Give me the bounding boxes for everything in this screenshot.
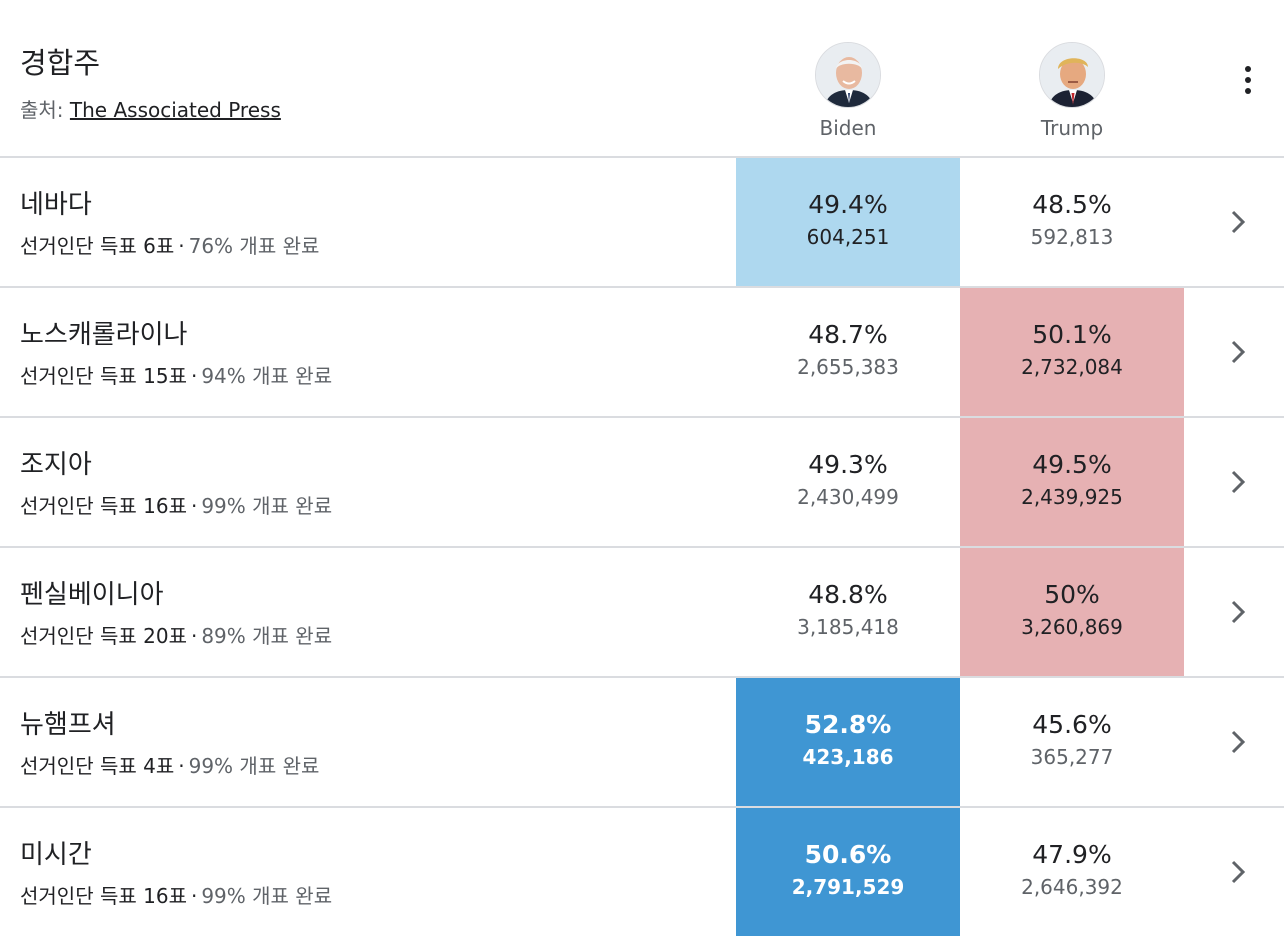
separator: · xyxy=(178,234,185,258)
candidate-trump: Trump xyxy=(960,42,1184,140)
state-name: 미시간 xyxy=(20,840,92,870)
biden-result-cell: 49.3% 2,430,499 xyxy=(736,418,960,546)
state-name: 펜실베이니아 xyxy=(20,580,164,610)
results-table: 네바다 선거인단 득표 6표 · 76% 개표 완료 49.4% 604,251 4… xyxy=(0,158,1284,938)
separator: · xyxy=(190,494,198,518)
reporting-status: 94% 개표 완료 xyxy=(201,364,333,388)
biden-result-cell: 49.4% 604,251 xyxy=(736,158,960,286)
candidate-name: Trump xyxy=(1040,116,1104,140)
state-meta: 선거인단 득표 6표 · 76% 개표 완료 xyxy=(20,230,319,259)
biden-percent: 48.7% xyxy=(808,320,888,349)
state-row-new-hampshire[interactable]: 뉴햄프셔 선거인단 득표 4표 · 99% 개표 완료 52.8% 423,186 … xyxy=(0,678,1284,808)
candidate-name: Biden xyxy=(819,116,877,140)
trump-result-cell: 50% 3,260,869 xyxy=(960,548,1184,676)
reporting-status: 99% 개표 완료 xyxy=(201,884,333,908)
state-meta: 선거인단 득표 4표 · 99% 개표 완료 xyxy=(20,750,319,779)
state-meta: 선거인단 득표 16표 · 99% 개표 완료 xyxy=(20,490,332,519)
reporting-status: 99% 개표 완료 xyxy=(188,754,320,778)
state-name: 조지아 xyxy=(20,450,92,480)
biden-votes: 3,185,418 xyxy=(797,615,899,639)
biden-percent: 50.6% xyxy=(804,840,892,869)
biden-percent: 49.3% xyxy=(808,450,888,479)
chevron-right-icon[interactable] xyxy=(1226,858,1250,886)
trump-percent: 50.1% xyxy=(1032,320,1112,349)
trump-result-cell: 49.5% 2,439,925 xyxy=(960,418,1184,546)
biden-result-cell: 50.6% 2,791,529 xyxy=(736,808,960,936)
separator: · xyxy=(190,364,198,388)
trump-votes: 365,277 xyxy=(1030,745,1114,769)
state-name: 노스캐롤라이나 xyxy=(20,320,188,350)
state-row-pennsylvania[interactable]: 펜실베이니아 선거인단 득표 20표 · 89% 개표 완료 48.8% 3,185… xyxy=(0,548,1284,678)
biden-percent: 52.8% xyxy=(804,710,892,739)
electoral-votes: 선거인단 득표 4표 xyxy=(20,754,175,778)
state-meta: 선거인단 득표 15표 · 94% 개표 완료 xyxy=(20,360,332,389)
trump-percent: 49.5% xyxy=(1032,450,1112,479)
state-row-nevada[interactable]: 네바다 선거인단 득표 6표 · 76% 개표 완료 49.4% 604,251 4… xyxy=(0,158,1284,288)
trump-percent: 48.5% xyxy=(1032,190,1112,219)
trump-result-cell: 47.9% 2,646,392 xyxy=(960,808,1184,936)
biden-result-cell: 48.7% 2,655,383 xyxy=(736,288,960,416)
state-row-georgia[interactable]: 조지아 선거인단 득표 16표 · 99% 개표 완료 49.3% 2,430,49… xyxy=(0,418,1284,548)
biden-percent: 48.8% xyxy=(808,580,888,609)
state-row-north-carolina[interactable]: 노스캐롤라이나 선거인단 득표 15표 · 94% 개표 완료 48.7% 2,65… xyxy=(0,288,1284,418)
trump-votes: 592,813 xyxy=(1030,225,1114,249)
biden-votes: 604,251 xyxy=(806,225,890,249)
page-title: 경합주 xyxy=(20,46,101,80)
chevron-right-icon[interactable] xyxy=(1226,468,1250,496)
source-line: 출처: The Associated Press xyxy=(20,94,281,123)
results-header: 경합주 출처: The Associated Press Biden xyxy=(0,0,1284,158)
electoral-votes: 선거인단 득표 16표 xyxy=(20,884,187,908)
state-row-michigan[interactable]: 미시간 선거인단 득표 16표 · 99% 개표 완료 50.6% 2,791,52… xyxy=(0,808,1284,938)
reporting-status: 76% 개표 완료 xyxy=(188,234,320,258)
candidate-biden: Biden xyxy=(736,42,960,140)
biden-votes: 423,186 xyxy=(802,745,894,769)
trump-result-cell: 48.5% 592,813 xyxy=(960,158,1184,286)
trump-votes: 2,732,084 xyxy=(1021,355,1123,379)
trump-votes: 2,646,392 xyxy=(1021,875,1123,899)
separator: · xyxy=(190,624,198,648)
trump-avatar xyxy=(1039,42,1105,108)
state-name: 뉴햄프셔 xyxy=(20,710,116,740)
trump-result-cell: 50.1% 2,732,084 xyxy=(960,288,1184,416)
biden-votes: 2,655,383 xyxy=(797,355,899,379)
biden-votes: 2,791,529 xyxy=(791,875,905,899)
separator: · xyxy=(178,754,185,778)
separator: · xyxy=(190,884,198,908)
biden-avatar xyxy=(815,42,881,108)
trump-votes: 3,260,869 xyxy=(1021,615,1123,639)
trump-percent: 47.9% xyxy=(1032,840,1112,869)
more-vert-icon[interactable] xyxy=(1234,66,1262,100)
reporting-status: 99% 개표 완료 xyxy=(201,494,333,518)
state-meta: 선거인단 득표 20표 · 89% 개표 완료 xyxy=(20,620,332,649)
electoral-votes: 선거인단 득표 16표 xyxy=(20,494,187,518)
trump-result-cell: 45.6% 365,277 xyxy=(960,678,1184,806)
electoral-votes: 선거인단 득표 20표 xyxy=(20,624,187,648)
biden-percent: 49.4% xyxy=(808,190,888,219)
electoral-votes: 선거인단 득표 6표 xyxy=(20,234,175,258)
biden-result-cell: 52.8% 423,186 xyxy=(736,678,960,806)
trump-votes: 2,439,925 xyxy=(1021,485,1123,509)
chevron-right-icon[interactable] xyxy=(1226,728,1250,756)
trump-percent: 50% xyxy=(1044,580,1100,609)
chevron-right-icon[interactable] xyxy=(1226,208,1250,236)
trump-percent: 45.6% xyxy=(1032,710,1112,739)
chevron-right-icon[interactable] xyxy=(1226,598,1250,626)
biden-result-cell: 48.8% 3,185,418 xyxy=(736,548,960,676)
source-link[interactable]: The Associated Press xyxy=(69,98,281,122)
source-label: 출처: xyxy=(20,98,64,122)
state-name: 네바다 xyxy=(20,190,92,220)
biden-votes: 2,430,499 xyxy=(797,485,899,509)
reporting-status: 89% 개표 완료 xyxy=(201,624,333,648)
state-meta: 선거인단 득표 16표 · 99% 개표 완료 xyxy=(20,880,332,909)
chevron-right-icon[interactable] xyxy=(1226,338,1250,366)
electoral-votes: 선거인단 득표 15표 xyxy=(20,364,187,388)
